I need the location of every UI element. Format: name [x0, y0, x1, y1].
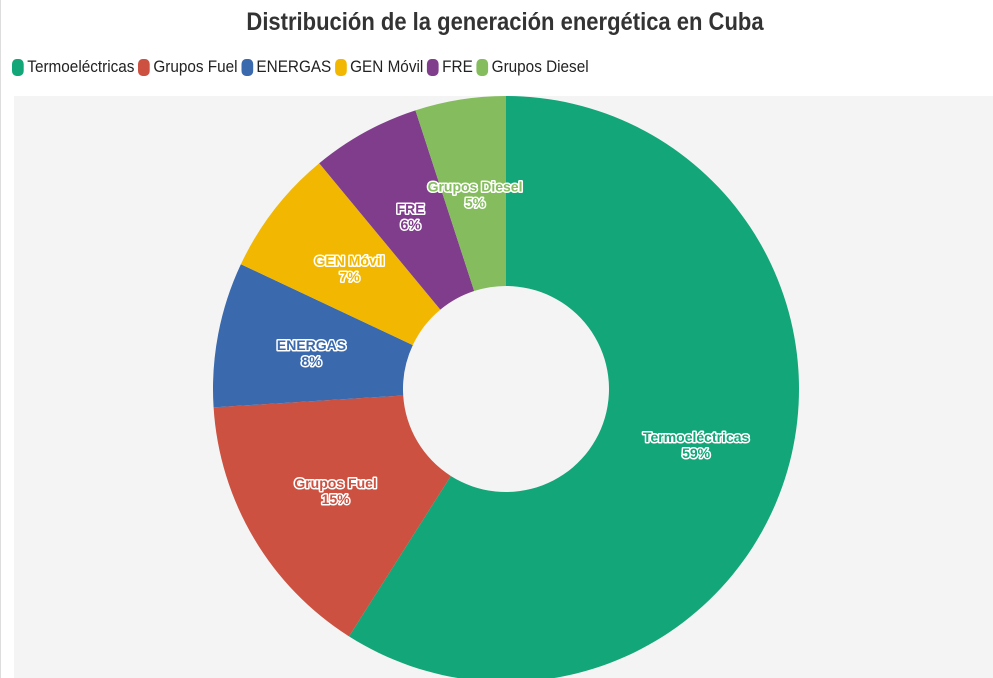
slice-termoeléctricas[interactable]: [349, 96, 799, 678]
slice-grupos-fuel[interactable]: [213, 395, 451, 637]
legend-item[interactable]: GEN Móvil: [334, 57, 424, 77]
slice-percent: 8%: [301, 353, 322, 369]
chart-title: Distribución de la generación energética…: [246, 8, 764, 36]
slice-percent: 15%: [322, 491, 351, 507]
legend: Termoeléctricas Grupos Fuel ENERGAS GEN Móv…: [12, 57, 589, 77]
slice-label: Termoeléctricas: [643, 429, 750, 445]
legend-label: GEN Móvil: [350, 57, 424, 76]
slice-percent: 7%: [339, 269, 360, 285]
slice-grupos-diesel[interactable]: [415, 96, 506, 292]
legend-label: Termoeléctricas: [27, 57, 135, 76]
left-border: [0, 0, 1, 678]
slice-label: ENERGAS: [277, 337, 346, 353]
legend-swatch: [334, 58, 347, 76]
slice-percent: 5%: [465, 194, 486, 210]
legend-swatch: [12, 58, 24, 76]
slice-label: FRE: [397, 200, 425, 216]
legend-label: Grupos Fuel: [153, 57, 238, 76]
legend-item[interactable]: Grupos Diesel: [476, 57, 589, 77]
legend-label: FRE: [442, 57, 473, 76]
slice-percent: 6%: [400, 216, 421, 232]
legend-swatch: [476, 58, 489, 76]
slice-percent: 59%: [682, 445, 711, 461]
slice-label: Grupos Fuel: [294, 475, 376, 491]
legend-swatch: [241, 58, 253, 76]
legend-label: Grupos Diesel: [491, 57, 589, 76]
slice-energas[interactable]: [213, 264, 413, 408]
legend-label: ENERGAS: [256, 57, 332, 76]
slice-label: Grupos Diesel: [428, 178, 523, 194]
legend-item[interactable]: Grupos Fuel: [138, 57, 238, 77]
slice-fre[interactable]: [319, 110, 475, 310]
legend-swatch: [138, 58, 150, 76]
legend-item[interactable]: Termoeléctricas: [12, 57, 134, 77]
slice-label: GEN Móvil: [315, 253, 385, 269]
legend-swatch: [426, 58, 439, 76]
legend-item[interactable]: ENERGAS: [241, 57, 331, 77]
legend-item[interactable]: FRE: [426, 57, 473, 77]
slice-gen-móvil[interactable]: [240, 163, 441, 346]
